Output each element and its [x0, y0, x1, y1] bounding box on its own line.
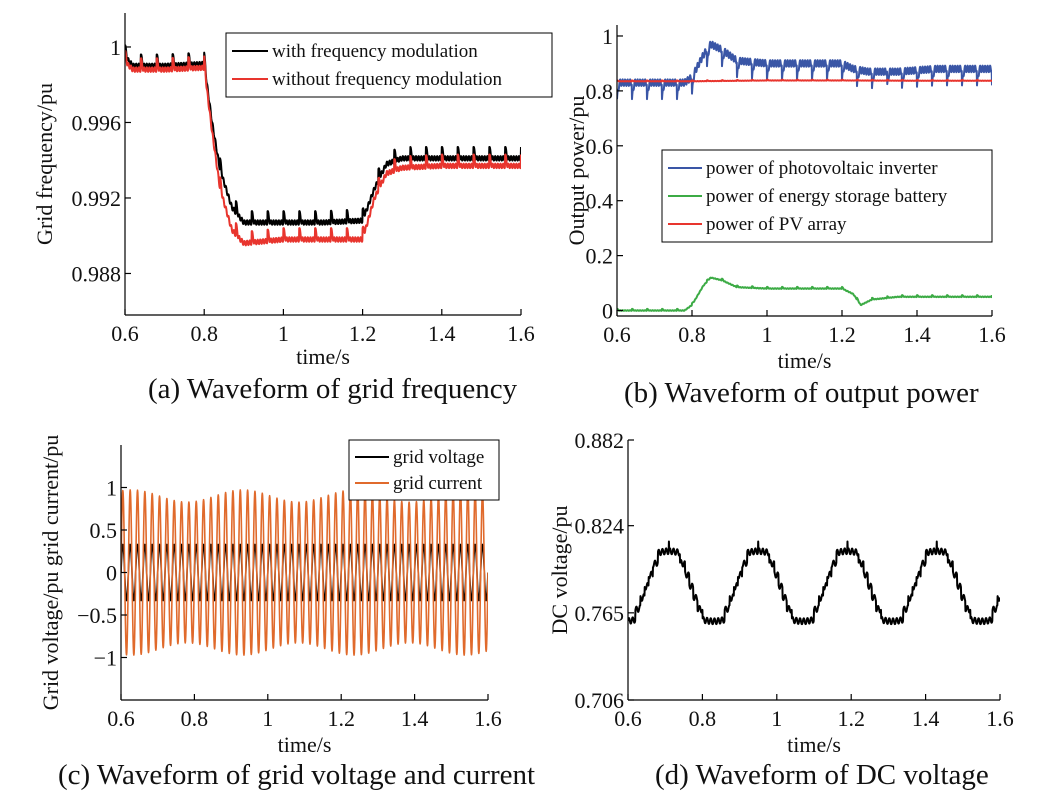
y-tick-label: −0.5	[77, 603, 117, 628]
legend-label: with frequency modulation	[272, 41, 478, 62]
legend-label: power of photovoltaic inverter	[706, 158, 938, 179]
x-tick-label: 1.6	[978, 322, 1006, 347]
x-axis-label: time/s	[278, 732, 332, 757]
x-tick-label: 1	[762, 322, 773, 347]
y-tick-label: 0.996	[72, 110, 122, 135]
x-tick-label: 0.8	[678, 322, 706, 347]
chart-caption: (c) Waveform of grid voltage and current	[58, 759, 535, 791]
x-tick-label: 1	[771, 706, 782, 731]
y-tick-label: 1	[110, 35, 121, 60]
series-line-with-frequency-modulation	[125, 44, 521, 226]
legend-a: with frequency modulation without frequen…	[225, 32, 553, 98]
legend-label: power of PV array	[706, 214, 847, 235]
chart-panel-a: 0.6 0.8 1 1.2 1.4 1.6 0.988 0.992 0.996 1 time/s Gr…	[32, 13, 535, 405]
series-line-grid-current	[121, 489, 488, 656]
x-tick-label: 1.6	[986, 706, 1014, 731]
y-tick-label: 0.988	[72, 261, 122, 286]
x-tick-label: 0.6	[111, 321, 139, 346]
x-axis-label: time/s	[787, 732, 841, 757]
series-group	[628, 540, 1000, 626]
series-line-dc-voltage	[628, 540, 1000, 626]
x-tick-label: 1.2	[837, 706, 865, 731]
x-tick-label: 1.4	[428, 321, 456, 346]
x-axis-label: time/s	[778, 348, 832, 373]
x-tick-label: 1.6	[507, 321, 535, 346]
series-group	[617, 40, 992, 312]
series-group	[121, 489, 488, 656]
x-tick-label: 0.8	[689, 706, 717, 731]
y-tick-label: 0	[106, 561, 117, 586]
x-tick-label: 1	[262, 706, 273, 731]
legend-c: grid voltage grid current	[348, 439, 500, 501]
x-tick-label: 0.8	[190, 321, 218, 346]
legend-box	[225, 32, 553, 98]
legend-label: grid current	[393, 473, 483, 494]
y-tick-label: 0.706	[575, 688, 625, 713]
y-tick-label: 0.765	[575, 601, 625, 626]
y-tick-label: 1	[106, 476, 117, 501]
legend-box	[348, 439, 500, 501]
y-axis-label: Output power/pu	[564, 96, 589, 246]
chart-caption: (d) Waveform of DC voltage	[655, 759, 989, 791]
y-tick-label: 1	[602, 24, 613, 49]
series-group	[125, 44, 521, 247]
legend-label: without frequency modulation	[272, 69, 503, 90]
series-line-power-of-pv-array	[617, 78, 992, 83]
chart-caption: (a) Waveform of grid frequency	[148, 373, 518, 405]
y-tick-label: −1	[94, 646, 117, 671]
y-tick-label: 0.8	[586, 79, 614, 104]
y-tick-label: 0.5	[90, 518, 118, 543]
x-tick-label: 0.8	[181, 706, 209, 731]
y-tick-label: 0.2	[586, 244, 614, 269]
x-tick-label: 1.4	[903, 322, 931, 347]
x-tick-label: 1.2	[327, 706, 355, 731]
legend-b: power of photovoltaic inverter power of e…	[661, 149, 993, 243]
chart-panel-d: 0.6 0.8 1 1.2 1.4 1.6 0.706 0.765 0.824 0.882 time…	[547, 428, 1014, 791]
x-tick-label: 0.6	[107, 706, 135, 731]
x-tick-label: 0.6	[603, 322, 631, 347]
legend-label: power of energy storage battery	[706, 186, 948, 207]
y-axis-label: Grid voltage/pu grid current/pu	[38, 435, 63, 711]
x-tick-label: 1.2	[828, 322, 856, 347]
y-tick-label: 0	[602, 299, 613, 324]
y-tick-label: 0.824	[575, 514, 625, 539]
y-tick-label: 0.6	[586, 134, 614, 159]
chart-caption: (b) Waveform of output power	[624, 377, 979, 409]
x-tick-label: 0.6	[614, 706, 642, 731]
x-tick-label: 1.6	[474, 706, 502, 731]
series-line-without-frequency-modulation	[125, 49, 521, 247]
x-tick-label: 1	[278, 321, 289, 346]
y-tick-label: 0.882	[575, 428, 625, 453]
y-axis-label: Grid frequency/pu	[32, 83, 57, 245]
chart-panel-b: 0.6 0.8 1 1.2 1.4 1.600.20.40.60.81time/sOutp…	[564, 24, 1006, 409]
x-tick-label: 1.4	[912, 706, 940, 731]
x-tick-label: 1.4	[401, 706, 429, 731]
x-axis-label: time/s	[296, 344, 350, 369]
legend-box	[661, 149, 993, 243]
series-line-power-of-photovoltaic-inverter	[617, 40, 992, 101]
y-axis-label: DC voltage/pu	[547, 506, 572, 635]
series-line-power-of-energy-storage-battery	[617, 276, 992, 312]
x-tick-label: 1.2	[349, 321, 377, 346]
y-tick-label: 0.4	[586, 189, 614, 214]
legend-label: grid voltage	[393, 447, 484, 468]
y-tick-label: 0.992	[72, 186, 122, 211]
